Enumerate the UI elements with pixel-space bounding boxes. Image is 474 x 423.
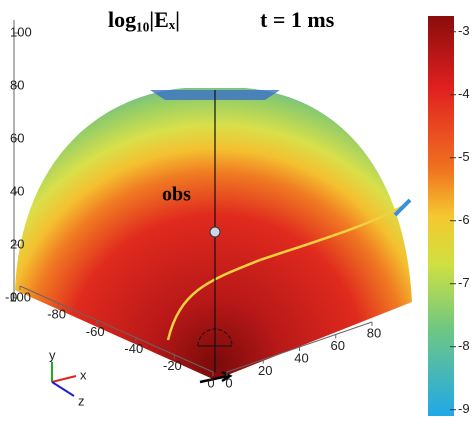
probe-point	[209, 226, 221, 238]
y-tick-label: 40	[294, 350, 308, 365]
colorbar-tick-label: -5	[458, 149, 470, 164]
x-tick-label: -80	[47, 307, 66, 322]
triad-z	[51, 381, 75, 397]
colorbar-tick-label: -8	[458, 338, 470, 353]
y-tick-label: 80	[367, 325, 381, 340]
colorbar-tick-label: -4	[458, 86, 470, 101]
y-tick-label: 20	[258, 363, 272, 378]
annotation: obs	[162, 184, 191, 206]
x-tick-label: -60	[86, 324, 105, 339]
y-tick-label: 60	[331, 338, 345, 353]
x-tick-label: -40	[124, 341, 143, 356]
z-tick-label: 80	[10, 77, 24, 92]
title: log₁₀|Eₓ|	[108, 7, 180, 32]
x-tick-label: -20	[163, 358, 182, 373]
x-axis	[19, 285, 214, 373]
arrow	[199, 370, 233, 384]
x-tick-label: -100	[5, 289, 31, 304]
triad-label: z	[78, 393, 85, 408]
marker	[197, 328, 233, 347]
z-tick-label: 40	[10, 183, 24, 198]
z-tick-label: 100	[10, 24, 32, 39]
crack-blue	[393, 198, 412, 217]
subtitle: t = 1 ms	[260, 7, 335, 32]
colorbar-tick-label: -3	[458, 23, 470, 38]
z-tick-label: 60	[10, 130, 24, 145]
y-tick-label: 0	[225, 375, 232, 390]
crack	[166, 203, 406, 341]
triad-x	[51, 375, 77, 383]
colorbar	[428, 16, 454, 416]
triad-label: x	[80, 367, 87, 382]
colorbar-tick-label: -6	[458, 212, 470, 227]
z-tick-label: 0	[10, 289, 17, 304]
z-tick-label: 20	[10, 236, 24, 251]
x-tick-label: 0	[207, 375, 214, 390]
colorbar-tick-label: -9	[458, 401, 470, 416]
triad-label: y	[49, 347, 56, 362]
colorbar-tick-label: -7	[458, 275, 470, 290]
